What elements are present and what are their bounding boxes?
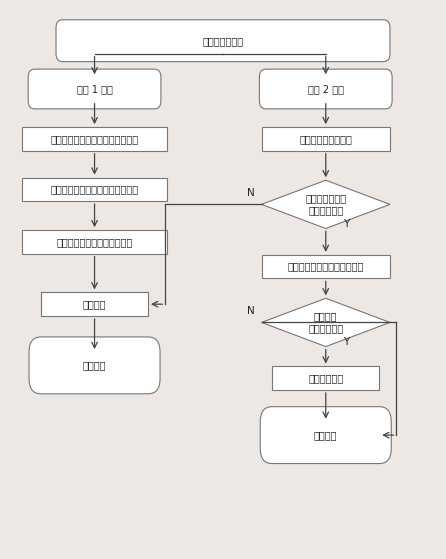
Text: 通过现场总线协议读底层设备数据: 通过现场总线协议读底层设备数据: [50, 134, 139, 144]
FancyBboxPatch shape: [261, 255, 390, 278]
FancyBboxPatch shape: [56, 20, 390, 61]
Text: 将加密后的数据送往存储单元: 将加密后的数据送往存储单元: [56, 237, 133, 247]
Text: 执行指令内容: 执行指令内容: [308, 373, 343, 383]
FancyBboxPatch shape: [272, 367, 379, 390]
FancyBboxPatch shape: [22, 127, 167, 151]
Text: 结束任务: 结束任务: [314, 430, 338, 440]
FancyBboxPatch shape: [22, 178, 167, 201]
Text: N: N: [247, 188, 255, 198]
Text: 任务 2 开始: 任务 2 开始: [308, 84, 344, 94]
FancyBboxPatch shape: [41, 292, 148, 316]
Text: Y: Y: [343, 219, 349, 229]
FancyBboxPatch shape: [29, 337, 160, 394]
Text: 送往规则库进行规则处理判断: 送往规则库进行规则处理判断: [288, 262, 364, 272]
Text: Y: Y: [343, 337, 349, 347]
Text: 接收远程以太网数据: 接收远程以太网数据: [299, 134, 352, 144]
Text: 结束任务: 结束任务: [83, 361, 106, 371]
FancyBboxPatch shape: [261, 127, 390, 151]
FancyBboxPatch shape: [22, 230, 167, 254]
Text: 数据内容
是否符合规则: 数据内容 是否符合规则: [308, 311, 343, 333]
FancyBboxPatch shape: [260, 69, 392, 109]
FancyBboxPatch shape: [28, 69, 161, 109]
Text: 将数据送往加密单元进行加密处理: 将数据送往加密单元进行加密处理: [50, 184, 139, 195]
Polygon shape: [261, 299, 390, 347]
Text: 存储单元: 存储单元: [83, 299, 106, 309]
Text: N: N: [247, 306, 255, 316]
Text: 任务 1 开始: 任务 1 开始: [77, 84, 112, 94]
FancyBboxPatch shape: [260, 407, 391, 463]
Text: 判断是控制指令
还是采集指令: 判断是控制指令 还是采集指令: [305, 193, 347, 215]
Polygon shape: [261, 180, 390, 229]
Text: 多任务系统启动: 多任务系统启动: [202, 36, 244, 46]
